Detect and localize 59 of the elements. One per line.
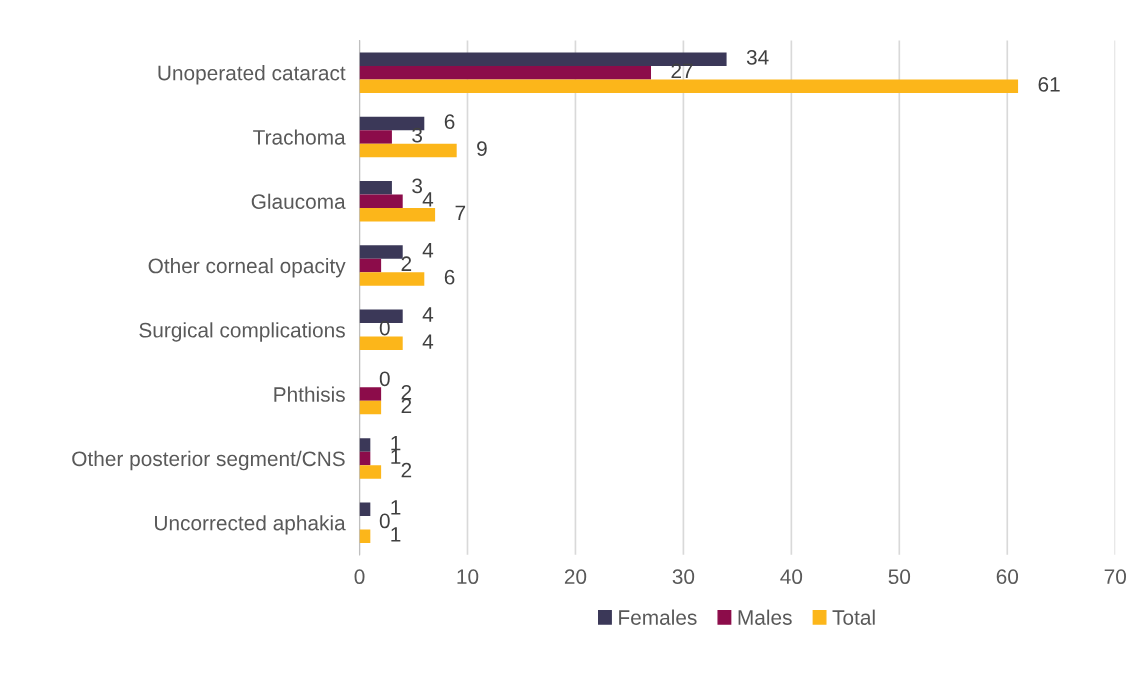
bar xyxy=(359,65,652,80)
data-label: 0 xyxy=(379,513,390,529)
data-label: 1 xyxy=(391,435,401,451)
data-label: 4 xyxy=(422,334,434,349)
data-label: 1 xyxy=(391,500,401,515)
bar xyxy=(359,245,403,259)
x-tick-label: 0 xyxy=(354,569,365,585)
data-label: 4 xyxy=(422,307,434,322)
data-label: 0 xyxy=(379,320,390,336)
bar xyxy=(359,143,457,158)
x-tick-label: 10 xyxy=(457,569,479,585)
y-tick-label: Other corneal opacity xyxy=(148,257,346,278)
data-label: 6 xyxy=(444,269,455,285)
bar xyxy=(359,194,403,208)
legend-label: Males xyxy=(738,609,792,625)
data-label: 3 xyxy=(412,127,423,143)
x-tick-label: 30 xyxy=(672,569,695,585)
bar xyxy=(359,180,392,195)
data-label: 1 xyxy=(391,449,401,464)
data-label: 4 xyxy=(422,192,434,207)
data-label: 1 xyxy=(391,527,401,542)
bar xyxy=(359,438,371,452)
bar xyxy=(359,272,425,286)
data-label: 34 xyxy=(746,49,769,65)
bar xyxy=(359,400,382,415)
data-label: 0 xyxy=(379,371,390,387)
bar xyxy=(359,207,436,222)
y-tick-label: Other posterior segment/CNS xyxy=(72,450,345,471)
y-tick-label: Glaucoma xyxy=(251,193,346,209)
legend-label: Females xyxy=(619,609,697,625)
data-label: 6 xyxy=(444,114,455,130)
data-label: 2 xyxy=(401,462,412,478)
y-tick-label: Trachoma xyxy=(253,129,346,145)
legend-label: Total xyxy=(832,609,875,625)
bar xyxy=(359,387,382,401)
x-tick-label: 50 xyxy=(888,569,911,585)
y-tick-label: Surgical complications xyxy=(139,322,345,342)
y-tick-label: Phthisis xyxy=(274,386,345,402)
x-tick-label: 20 xyxy=(564,569,587,585)
data-label: 7 xyxy=(455,205,466,221)
bar xyxy=(359,502,371,516)
data-label: 3 xyxy=(412,178,423,194)
bar xyxy=(359,529,371,543)
bar xyxy=(359,130,392,144)
bar xyxy=(359,79,1019,93)
data-label: 61 xyxy=(1038,76,1060,92)
data-label: 27 xyxy=(671,63,693,79)
data-label: 2 xyxy=(401,398,412,413)
x-tick-label: 70 xyxy=(1104,569,1126,585)
data-label: 4 xyxy=(422,243,434,258)
y-tick-label: Unoperated cataract xyxy=(158,65,346,85)
bar xyxy=(359,336,403,351)
bar xyxy=(359,465,382,479)
y-tick-label: Uncorrected aphakia xyxy=(155,515,346,535)
data-label: 2 xyxy=(401,256,412,271)
bar xyxy=(359,258,382,273)
data-label: 9 xyxy=(477,141,487,157)
x-tick-label: 60 xyxy=(996,569,1019,585)
x-tick-label: 40 xyxy=(780,569,803,585)
